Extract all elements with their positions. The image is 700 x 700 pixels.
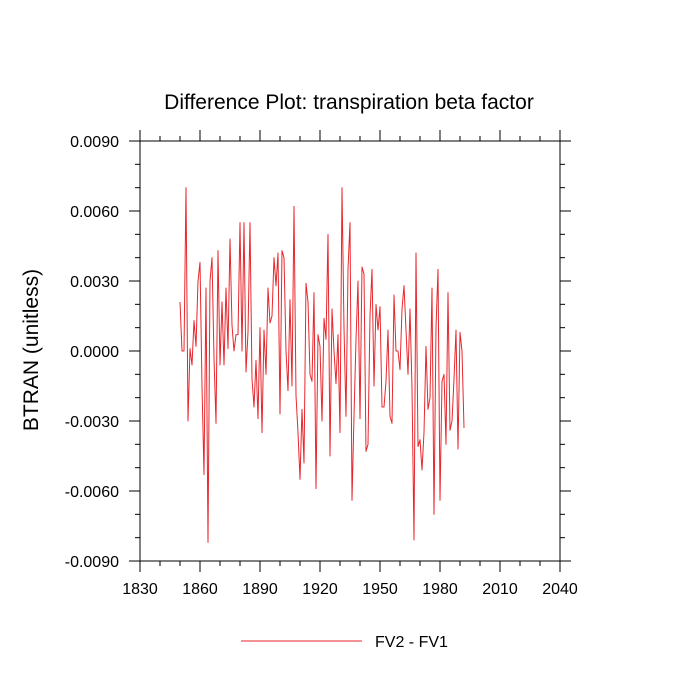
x-tick-label: 1830 xyxy=(122,581,158,598)
plot-frame xyxy=(139,140,561,562)
y-tick-label: -0.0090 xyxy=(65,554,119,571)
legend-label: FV2 - FV1 xyxy=(375,634,448,651)
x-tick-label: 1920 xyxy=(302,581,338,598)
y-axis-label: BTRAN (unitless) xyxy=(20,269,43,431)
y-tick-label: 0.0000 xyxy=(70,344,119,361)
series-lines xyxy=(179,187,465,543)
x-tick-label: 2010 xyxy=(482,581,518,598)
x-tick-label: 1860 xyxy=(182,581,218,598)
x-tick-label: 1980 xyxy=(422,581,458,598)
y-tick-label: 0.0060 xyxy=(70,204,119,221)
y-tick-label: -0.0060 xyxy=(65,484,119,501)
axis-ticks: 1830 1860 1890 1920 1950 1980 2010 2040 -0.0090 -… xyxy=(65,130,578,598)
y-tick-label: 0.0090 xyxy=(70,134,119,151)
x-tick-label: 2040 xyxy=(542,581,578,598)
x-tick-label: 1890 xyxy=(242,581,278,598)
x-tick-label: 1950 xyxy=(362,581,398,598)
series-line-0 xyxy=(179,187,465,543)
y-tick-label: 0.0030 xyxy=(70,274,119,291)
chart-title: Difference Plot: transpiration beta fact… xyxy=(164,91,534,114)
y-tick-label: -0.0030 xyxy=(65,414,119,431)
legend: FV2 - FV1 xyxy=(241,634,448,651)
